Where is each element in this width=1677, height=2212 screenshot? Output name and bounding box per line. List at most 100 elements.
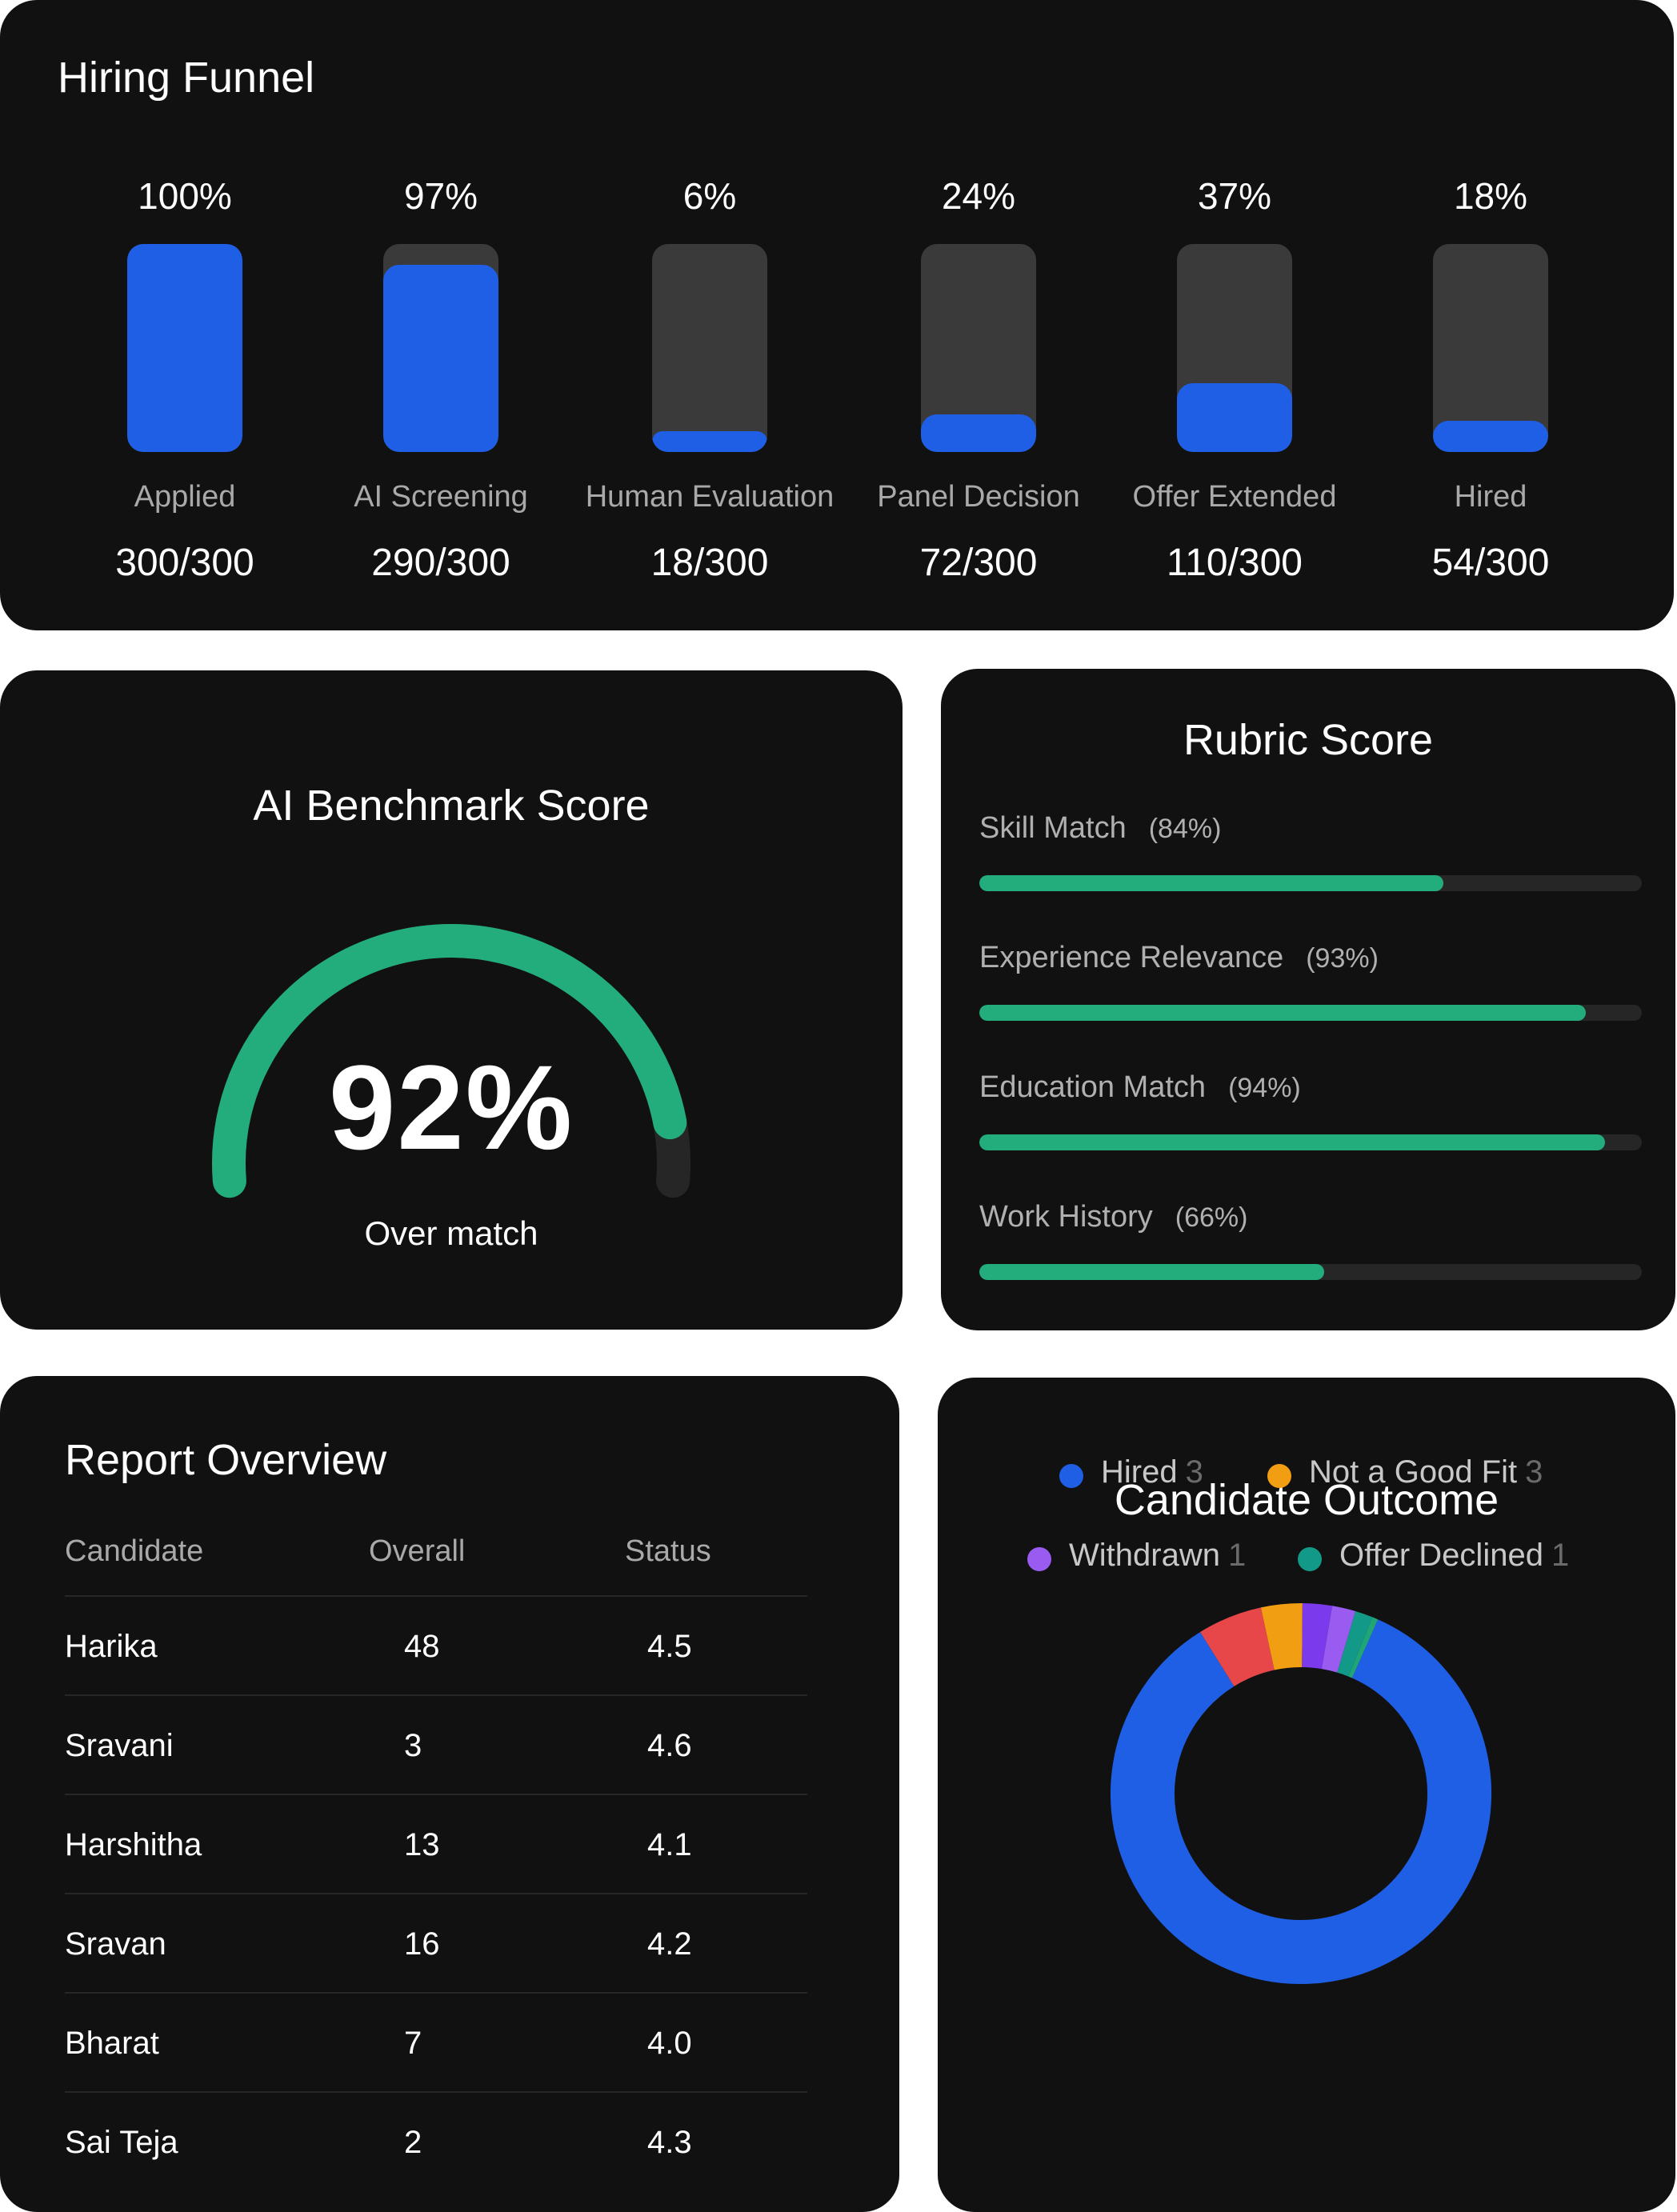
- rubric-bar-fill: [979, 1005, 1586, 1021]
- status-value: 4.1: [647, 1827, 692, 1862]
- rubric-score-card: Rubric Score Skill Match (84%) Experience …: [941, 669, 1675, 1330]
- benchmark-value: 92%: [328, 1040, 574, 1174]
- legend-count: 1: [1551, 1538, 1570, 1573]
- benchmark-caption: Over match: [364, 1214, 538, 1252]
- overall-score: 3: [404, 1728, 422, 1763]
- rubric-score-title: Rubric Score: [1183, 716, 1434, 764]
- stage-bar-fill: [1433, 421, 1548, 452]
- stage-bar-track: [383, 244, 498, 452]
- stage-count: 18/300: [650, 542, 769, 584]
- candidate-name: Harshitha: [65, 1827, 202, 1862]
- legend-count: 1: [1227, 1538, 1247, 1573]
- candidate-name: Sravan: [65, 1926, 166, 1962]
- rubric-label: Experience Relevance: [979, 941, 1284, 974]
- table-row[interactable]: Harika 48 4.5: [65, 1595, 807, 1696]
- hiring-funnel-title: Hiring Funnel: [58, 54, 315, 102]
- report-overview-title: Report Overview: [65, 1436, 387, 1484]
- stage-percent: 37%: [1197, 175, 1272, 217]
- benchmark-gauge: [212, 924, 690, 1198]
- table-row[interactable]: Bharat 7 4.0: [65, 1992, 807, 2093]
- stage-bar-track: [1433, 244, 1548, 452]
- outcome-donut-chart: [1111, 1603, 1491, 1984]
- overall-score: 7: [404, 2026, 422, 2061]
- rubric-label: Education Match: [979, 1070, 1207, 1104]
- rubric-item: Skill Match (84%): [979, 811, 1642, 891]
- stage-bar-fill: [127, 244, 242, 452]
- legend-dot-icon: [1059, 1464, 1083, 1488]
- legend-label: Withdrawn: [1069, 1538, 1220, 1573]
- rubric-item: Education Match (94%): [979, 1070, 1642, 1150]
- candidate-name: Sravani: [65, 1728, 174, 1763]
- stage-bar-fill: [921, 414, 1036, 452]
- donut-segment-orange[interactable]: [1260, 1603, 1303, 1670]
- stage-percent: 97%: [403, 175, 478, 217]
- candidate-name: Bharat: [65, 2026, 159, 2061]
- rubric-bar-track: [979, 875, 1642, 891]
- status-value: 4.5: [647, 1629, 692, 1664]
- ai-benchmark-title: AI Benchmark Score: [253, 782, 650, 830]
- stage-percent: 18%: [1453, 175, 1528, 217]
- ai-benchmark-card: AI Benchmark Score 92% Over match: [0, 670, 903, 1330]
- stage-bar-track: [127, 244, 242, 452]
- hiring-funnel-card: Hiring Funnel 100% Applied 300/300 97% AI Sc…: [0, 0, 1674, 630]
- status-value: 4.0: [647, 2026, 692, 2061]
- stage-label: Human Evaluation: [585, 480, 834, 514]
- stage-bar-track: [652, 244, 767, 452]
- donut-segment-red[interactable]: [1200, 1607, 1275, 1687]
- table-row[interactable]: Sai Teja 2 4.3: [65, 2091, 807, 2192]
- stage-percent: 6%: [682, 175, 737, 217]
- donut-segment-green[interactable]: [1348, 1617, 1379, 1678]
- legend-count: 3: [1185, 1454, 1203, 1490]
- stage-count: 300/300: [115, 542, 254, 584]
- gauge-arc: [212, 924, 687, 1198]
- rubric-percent: (93%): [1306, 943, 1379, 974]
- legend-dot-icon: [1267, 1464, 1291, 1488]
- donut-segment-teal[interactable]: [1336, 1610, 1373, 1677]
- rubric-item: Work History (66%): [979, 1200, 1642, 1280]
- donut-segment-blue[interactable]: [1111, 1619, 1491, 1984]
- rubric-label: Work History: [979, 1200, 1153, 1234]
- stage-bar-track: [921, 244, 1036, 452]
- legend-label: Hired: [1101, 1454, 1178, 1490]
- rubric-bar-fill: [979, 1134, 1606, 1150]
- overall-score: 16: [404, 1926, 440, 1962]
- rubric-percent: (94%): [1228, 1073, 1301, 1103]
- table-row[interactable]: Sravani 3 4.6: [65, 1694, 807, 1795]
- table-row[interactable]: Harshitha 13 4.1: [65, 1794, 807, 1894]
- legend-label: Offer Declined: [1339, 1538, 1543, 1573]
- donut-segment-purple[interactable]: [1301, 1603, 1333, 1670]
- legend-count: 3: [1525, 1454, 1543, 1490]
- rubric-percent: (66%): [1175, 1202, 1248, 1233]
- report-overview-card: Report Overview Candidate Overall Status…: [0, 1376, 899, 2212]
- legend-dot-icon: [1027, 1547, 1051, 1571]
- stage-label: Panel Decision: [877, 480, 1080, 514]
- column-header-status: Status: [625, 1534, 711, 1568]
- overall-score: 48: [404, 1629, 440, 1664]
- candidate-outcome-card: Candidate Outcome Hired 3 Not a Good Fit 3 W…: [938, 1378, 1675, 2212]
- stage-count: 110/300: [1167, 542, 1303, 584]
- stage-label: Offer Extended: [1132, 480, 1337, 514]
- stage-percent: 100%: [138, 175, 232, 217]
- rubric-bar-track: [979, 1134, 1642, 1150]
- stage-label: Hired: [1454, 480, 1527, 514]
- status-value: 4.2: [647, 1926, 692, 1962]
- table-row[interactable]: Sravan 16 4.2: [65, 1893, 807, 1994]
- legend-label: Not a Good Fit: [1309, 1454, 1518, 1490]
- candidate-name: Harika: [65, 1629, 158, 1664]
- stage-count: 290/300: [371, 542, 510, 584]
- status-value: 4.6: [647, 1728, 692, 1763]
- rubric-percent: (84%): [1148, 814, 1222, 844]
- column-header-candidate: Candidate: [65, 1534, 204, 1568]
- rubric-bar-fill: [979, 875, 1443, 891]
- donut-segment-violet[interactable]: [1321, 1606, 1356, 1673]
- stage-label: AI Screening: [354, 480, 528, 514]
- stage-label: Applied: [134, 480, 236, 514]
- rubric-label: Skill Match: [979, 811, 1127, 845]
- overall-score: 2: [404, 2125, 422, 2160]
- rubric-bar-track: [979, 1005, 1642, 1021]
- stage-bar-fill: [652, 431, 767, 452]
- rubric-bar-track: [979, 1264, 1642, 1280]
- stage-count: 54/300: [1431, 542, 1550, 584]
- legend-dot-icon: [1298, 1547, 1322, 1571]
- stage-percent: 24%: [941, 175, 1016, 217]
